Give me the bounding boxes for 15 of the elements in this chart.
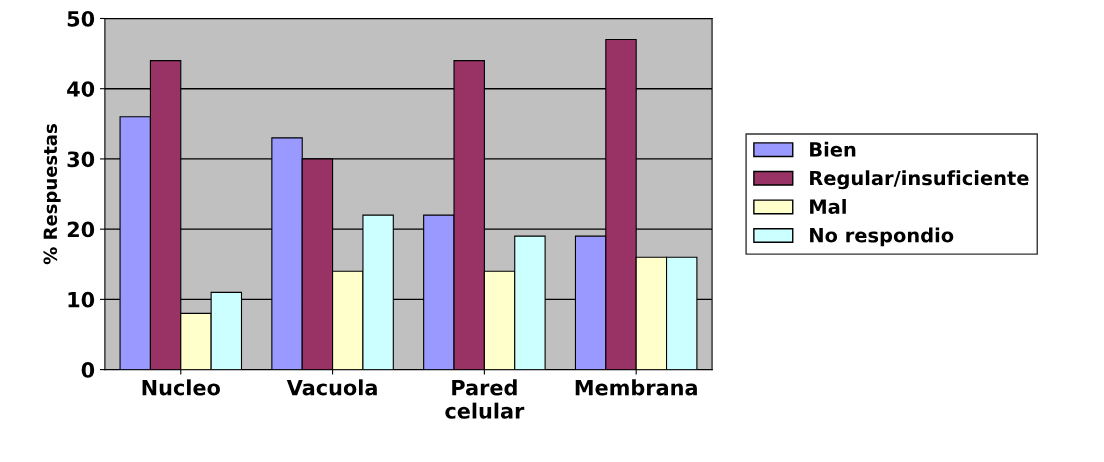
y-tick-label: 30	[67, 151, 95, 168]
y-tick-label: 10	[68, 291, 95, 308]
legend-label: No respondio	[810, 227, 954, 247]
y-axis-title: % Respuestas	[43, 124, 61, 265]
y-tick-label: 50	[67, 10, 95, 27]
y-tick-label: 0	[81, 362, 95, 378]
legend-label: Bien	[810, 141, 856, 157]
x-tick-label: Pared celular	[445, 379, 525, 419]
y-tick-label: 40	[67, 81, 95, 97]
x-tick-label: Membrana	[575, 379, 697, 396]
y-tick-label: 20	[67, 221, 95, 238]
legend-label: Regular/insuficiente	[810, 170, 1029, 190]
legend-label: Mal	[810, 198, 846, 215]
x-tick-label: Vacuola	[286, 379, 377, 396]
x-tick-label: Nucleo	[142, 379, 220, 396]
